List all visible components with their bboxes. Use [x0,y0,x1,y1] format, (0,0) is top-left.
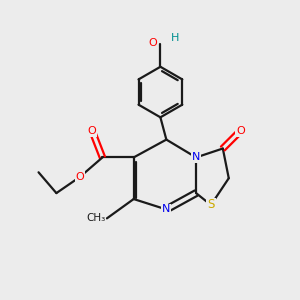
Text: S: S [207,199,214,212]
Text: N: N [162,204,170,214]
Text: O: O [88,126,96,136]
Text: O: O [236,126,245,136]
Text: O: O [148,38,157,48]
Text: O: O [76,172,85,182]
Text: H: H [171,33,179,43]
Text: N: N [192,152,200,162]
Text: CH₃: CH₃ [86,213,105,224]
